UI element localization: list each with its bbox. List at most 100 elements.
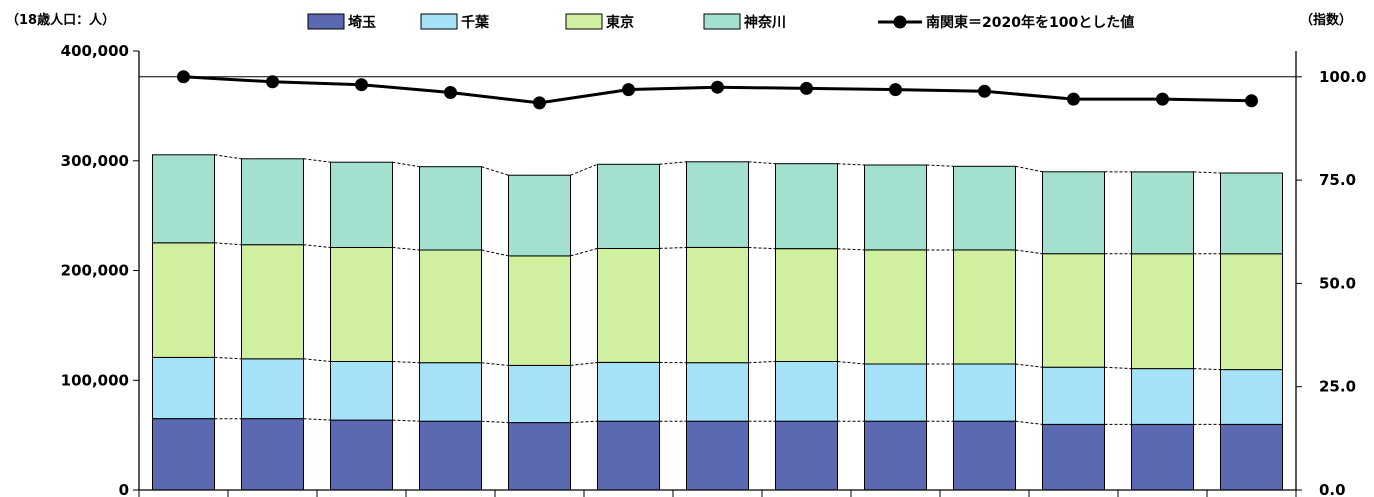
series-connector-line: [481, 362, 509, 366]
legend-label: 東京: [606, 14, 634, 31]
series-connector-line: [570, 420, 598, 424]
legend-swatch: [420, 13, 458, 30]
series-connector-line: [214, 242, 242, 246]
plot-area: 0 100,000 200,000 300,000 400,000 0.0 25.0 50.0…: [61, 42, 1366, 497]
bar-segment: [864, 164, 927, 251]
series-connector-line: [392, 247, 420, 251]
left-tick-label: 200,000: [61, 262, 129, 280]
right-tick-label: 100.0: [1319, 68, 1366, 86]
index-point: [1067, 92, 1080, 106]
series-connector-line: [748, 361, 776, 364]
legend-swatch: [565, 13, 603, 30]
bar-segment: [508, 174, 571, 257]
bar-segment: [508, 364, 571, 424]
index-point: [889, 83, 902, 97]
series-connector-line: [837, 361, 865, 365]
bar-segment: [330, 361, 393, 421]
left-tick-label: 300,000: [61, 152, 129, 170]
left-tick-label: 100,000: [61, 371, 129, 389]
index-point: [1156, 92, 1169, 106]
bar-segment: [953, 165, 1016, 251]
series-connector-line: [481, 249, 509, 257]
bar-segment: [1220, 369, 1283, 425]
bar-segment: [330, 247, 393, 362]
series-connector-line: [837, 163, 865, 166]
series-connector-line: [392, 419, 420, 422]
series-connector-line: [570, 362, 598, 366]
series-connector-line: [926, 164, 954, 167]
index-point: [177, 70, 190, 84]
series-connector-line: [659, 161, 687, 165]
bar-segment: [864, 420, 927, 491]
bar-segment: [241, 358, 304, 420]
bar-segment: [775, 163, 838, 250]
right-tick-label: 0.0: [1319, 481, 1346, 497]
bar-segment: [1131, 368, 1194, 425]
left-unit-label: （18歳人口：人）: [6, 12, 115, 28]
series-connector-line: [570, 247, 598, 257]
index-point: [355, 78, 368, 92]
series-connector-line: [1015, 249, 1043, 255]
series-connector-line: [481, 420, 509, 424]
left-tick-label: 0: [119, 481, 129, 497]
series-connector-line: [1193, 171, 1221, 174]
series-connector-line: [1015, 165, 1043, 173]
bar-segment: [1042, 171, 1105, 255]
bar-segment: [241, 418, 304, 491]
series-connector-line: [303, 358, 331, 362]
bar-segment: [1131, 253, 1194, 370]
bar-segment: [1220, 423, 1283, 491]
bar-segment: [1220, 253, 1283, 371]
series-connector-line: [1104, 366, 1132, 370]
left-tick-label: 400,000: [61, 42, 129, 60]
bar-segment: [686, 161, 749, 248]
bar-segment: [508, 422, 571, 491]
legend-label: 南関東＝2020年を100とした値: [926, 14, 1134, 31]
series-connector-line: [748, 247, 776, 250]
legend-label: 千葉: [461, 14, 490, 31]
bar-segment: [1042, 366, 1105, 425]
bar-segment: [864, 249, 927, 365]
series-connector-line: [392, 361, 420, 364]
bar-segment: [775, 420, 838, 491]
bar-segment: [241, 158, 304, 246]
series-connector-line: [1193, 368, 1221, 371]
bar-segment: [686, 420, 749, 491]
bar-segment: [953, 420, 1016, 491]
bar-segment: [953, 249, 1016, 365]
legend-label: 神奈川: [744, 14, 786, 31]
right-tick-label: 50.0: [1319, 274, 1356, 292]
index-point: [978, 84, 991, 98]
series-connector-line: [214, 356, 242, 360]
index-point: [800, 81, 813, 95]
series-connector-line: [481, 166, 509, 176]
index-point: [533, 96, 546, 110]
bar-segment: [508, 255, 571, 366]
legend-marker: [893, 15, 907, 29]
series-connector-line: [214, 154, 242, 160]
bar-segment: [419, 166, 482, 251]
legend-swatch: [703, 13, 741, 30]
bar-segment: [330, 161, 393, 248]
bar-segment: [864, 363, 927, 422]
index-point: [622, 83, 635, 97]
index-point: [444, 86, 457, 99]
bar-segment: [1042, 423, 1105, 491]
right-tick-label: 75.0: [1319, 171, 1356, 189]
bar-segment: [953, 363, 1016, 422]
bar-segment: [330, 419, 393, 491]
index-point: [1245, 94, 1258, 108]
series-connector-line: [570, 163, 598, 176]
series-connector-line: [837, 248, 865, 251]
bar-segment: [686, 247, 749, 364]
bar-segment: [686, 362, 749, 422]
bar-segment: [597, 420, 660, 491]
series-connector-line: [392, 161, 420, 168]
index-point: [266, 75, 279, 89]
legend-label: 埼玉: [348, 14, 376, 31]
bar-segment: [152, 418, 215, 491]
bar-segment: [241, 244, 304, 360]
bar-segment: [1042, 253, 1105, 368]
legend-swatch: [307, 13, 345, 30]
